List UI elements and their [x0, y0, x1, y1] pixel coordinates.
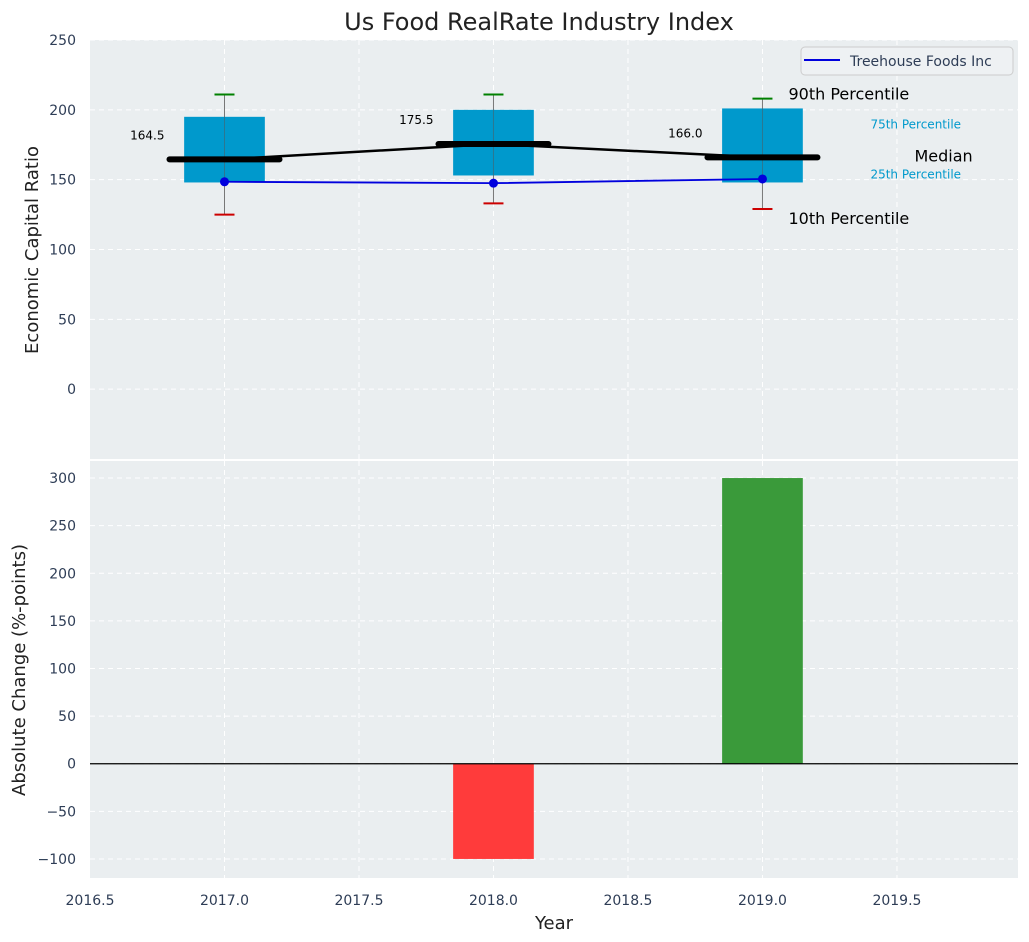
bottom-y-tick-label: 150: [49, 614, 76, 630]
top-panel: 0 50 100 150 200 250 164.5 175.5 166.0 90th Perce…: [49, 33, 1018, 459]
series-point-treehouse: [219, 177, 229, 187]
series-point-treehouse: [488, 178, 498, 188]
top-y-tick-label: 150: [49, 173, 76, 189]
bottom-y-tick-label: −50: [46, 804, 76, 820]
bottom-plot-area: [90, 461, 1018, 878]
change-bar: [453, 763, 534, 859]
bottom-y-tick-label: 300: [49, 471, 76, 487]
x-axis-label: Year: [534, 913, 574, 934]
bottom-y-tick-label: −100: [38, 852, 76, 868]
bottom-y-tick-label: 200: [49, 566, 76, 582]
bottom-y-tick-label: 50: [58, 709, 76, 725]
top-y-axis-label: Economic Capital Ratio: [22, 146, 43, 354]
top-y-tick-label: 100: [49, 243, 76, 259]
x-tick-label: 2017.0: [200, 893, 249, 909]
x-tick-label: 2018.0: [469, 893, 518, 909]
x-tick-label: 2018.5: [603, 893, 652, 909]
top-y-tick-label: 50: [58, 312, 76, 328]
x-tick-label: 2017.5: [334, 893, 383, 909]
annotation-p75: 75th Percentile: [870, 117, 961, 131]
median-value-label: 164.5: [130, 128, 164, 142]
median-trend-line: [224, 142, 763, 161]
x-tick-label: 2016.5: [66, 893, 115, 909]
top-y-tick-label: 250: [49, 33, 76, 49]
bottom-panel: −100 −50 0 50 100 150 200 250 300 2016.5 2017.0 201…: [38, 461, 1018, 909]
annotation-p10: 10th Percentile: [788, 209, 909, 228]
bottom-y-axis-label: Absolute Change (%-points): [9, 544, 30, 796]
legend-box: [800, 46, 1014, 76]
annotation-median: Median: [914, 146, 972, 165]
annotation-p90: 90th Percentile: [788, 85, 909, 104]
top-y-tick-label: 200: [49, 103, 76, 119]
series-point-treehouse: [757, 174, 767, 184]
median-value-label: 175.5: [399, 113, 433, 127]
annotation-p25: 25th Percentile: [870, 167, 961, 181]
median-value-label: 166.0: [668, 126, 702, 140]
bottom-y-tick-label: 0: [67, 757, 76, 773]
bottom-y-tick-label: 250: [49, 519, 76, 535]
chart-title: Us Food RealRate Industry Index: [344, 8, 734, 36]
bottom-y-tick-label: 100: [49, 662, 76, 678]
x-tick-label: 2019.5: [872, 893, 921, 909]
change-bar: [722, 478, 803, 764]
legend: Treehouse Foods Inc: [800, 46, 1014, 76]
legend-label: Treehouse Foods Inc: [849, 54, 992, 70]
x-tick-label: 2019.0: [738, 893, 787, 909]
top-y-tick-label: 0: [67, 382, 76, 398]
